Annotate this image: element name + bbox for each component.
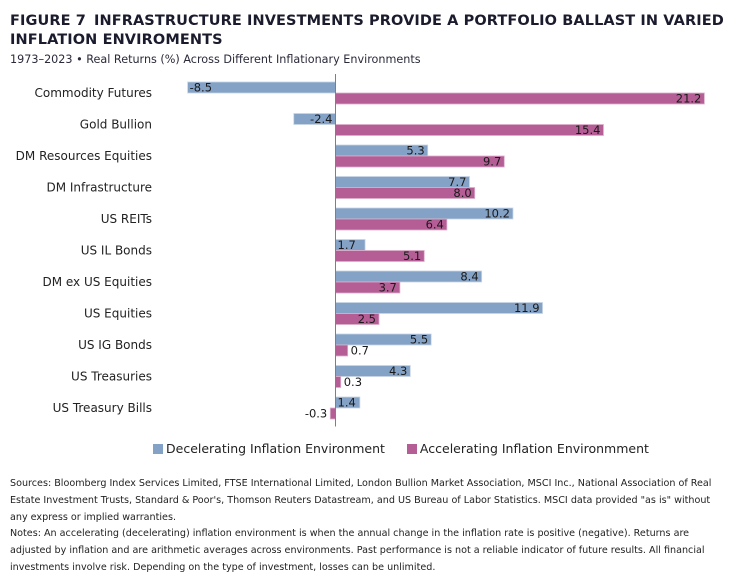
category-label-dm-resources-equities: DM Resources Equities: [16, 149, 152, 163]
legend-label-accelerating: Accelerating Inflation Environmment: [419, 441, 649, 456]
value-label-accelerating-dm-ex-us-equities: 3.7: [379, 281, 397, 295]
bar-accelerating-us-ig-bonds: [335, 344, 349, 357]
category-label-us-il-bonds: US IL Bonds: [81, 244, 152, 258]
value-label-decelerating-us-reits: 10.2: [484, 207, 510, 221]
category-label-us-ig-bonds: US IG Bonds: [78, 338, 152, 352]
figure-title: INFRASTRUCTURE INVESTMENTS PROVIDE A POR…: [10, 13, 724, 48]
legend-swatch-decelerating: [153, 443, 163, 454]
category-label-us-treasuries: US Treasuries: [71, 370, 152, 384]
category-label-us-treasury-bills: US Treasury Bills: [53, 401, 152, 415]
category-label-gold-bullion: Gold Bullion: [80, 118, 152, 132]
category-labels: Commodity Futures Gold Bullion DM Resource…: [16, 86, 152, 415]
bar-accelerating-us-treasury-bills: [329, 407, 336, 420]
value-label-accelerating-gold-bullion: 15.4: [575, 123, 601, 137]
footnotes: Sources: Bloomberg Index Services Limite…: [10, 476, 728, 577]
category-label-dm-infrastructure: DM Infrastructure: [46, 181, 152, 195]
category-label-us-reits: US REITs: [101, 212, 152, 226]
bar-accelerating-us-treasuries: [335, 376, 342, 388]
value-label-accelerating-us-treasuries: 0.3: [344, 375, 362, 389]
value-label-decelerating-dm-infrastructure: 7.7: [448, 175, 466, 189]
figure-label: FIGURE 7: [10, 13, 86, 29]
bar-accelerating-commodity-futures: [335, 92, 705, 105]
value-label-accelerating-us-ig-bonds: 0.7: [351, 344, 369, 358]
value-label-decelerating-us-il-bonds: 1.7: [338, 238, 356, 252]
value-label-accelerating-us-treasury-bills: -0.3: [305, 407, 327, 421]
value-label-accelerating-dm-infrastructure: 8.0: [453, 186, 471, 200]
bar-accelerating-dm-resources-equities: [335, 155, 505, 168]
chart-subtitle: 1973–2023 • Real Returns (%) Across Diff…: [10, 53, 421, 66]
legend-item-accelerating: Accelerating Inflation Environmment: [406, 441, 649, 456]
value-label-decelerating-gold-bullion: -2.4: [310, 112, 332, 126]
category-label-commodity-futures: Commodity Futures: [35, 86, 152, 100]
notes-text: Notes: An accelerating (decelerating) in…: [10, 528, 705, 573]
value-labels: -8.5 21.2 -2.4 15.4 5.3 9.7 7.78.0 10.2 6.4 1.7 5.…: [190, 81, 702, 421]
value-label-decelerating-dm-resources-equities: 5.3: [406, 144, 424, 158]
value-label-accelerating-us-equities: 2.5: [358, 312, 376, 326]
value-label-accelerating-us-reits: 6.4: [426, 218, 444, 232]
value-label-decelerating-us-ig-bonds: 5.5: [410, 333, 428, 347]
legend: Decelerating Inflation Environment Accel…: [153, 441, 649, 456]
value-label-decelerating-us-treasuries: 4.3: [389, 364, 407, 378]
legend-swatch-accelerating: [406, 443, 417, 454]
chart-title: FIGURE 7 INFRASTRUCTURE INVESTMENTS PROVI…: [10, 12, 730, 50]
sources-note: Sources: Bloomberg Index Services Limite…: [10, 478, 712, 523]
bar-accelerating-gold-bullion: [335, 124, 604, 136]
value-label-decelerating-dm-ex-us-equities: 8.4: [460, 270, 478, 284]
value-label-decelerating-commodity-futures: -8.5: [190, 81, 212, 95]
legend-label-decelerating: Decelerating Inflation Environment: [166, 441, 385, 456]
legend-item-decelerating: Decelerating Inflation Environment: [153, 441, 385, 456]
bars: [187, 81, 705, 420]
category-label-us-equities: US Equities: [84, 307, 152, 321]
category-label-dm-ex-us-equities: DM ex US Equities: [42, 275, 152, 289]
value-label-decelerating-us-equities: 11.9: [514, 301, 540, 315]
value-label-accelerating-dm-resources-equities: 9.7: [483, 155, 501, 169]
bar-chart: Commodity Futures Gold Bullion DM Resource…: [16, 74, 705, 427]
value-label-decelerating-us-treasury-bills: 1.4: [338, 396, 356, 410]
value-label-accelerating-us-il-bonds: 5.1: [403, 249, 421, 263]
value-label-accelerating-commodity-futures: 21.2: [676, 92, 702, 106]
